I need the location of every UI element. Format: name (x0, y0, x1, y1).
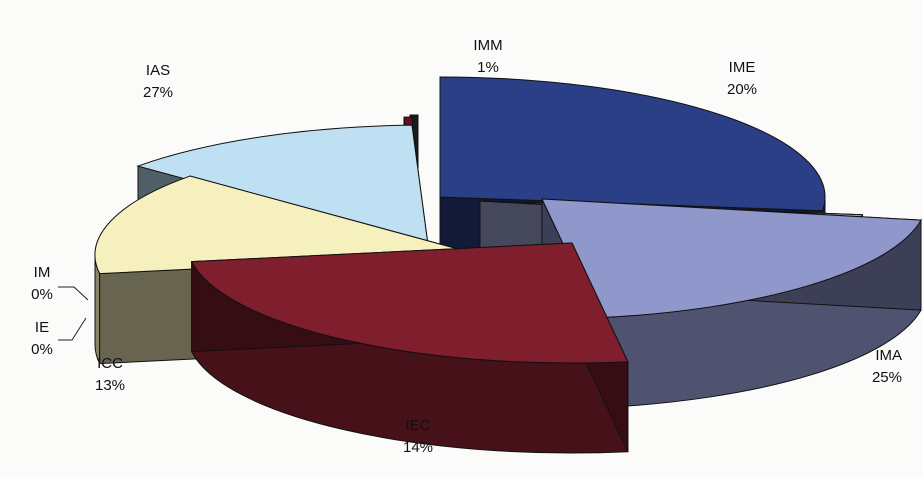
slice-label-ias: IAS (146, 62, 170, 79)
slice-label-icc: ICC (97, 355, 123, 372)
slice-label-imm: IMM (473, 37, 502, 54)
slice-label-iec: IEC (405, 417, 430, 434)
slice-pct-ias: 27% (143, 84, 173, 101)
slice-label-ime: IME (729, 59, 756, 76)
slice-pct-ie: 0% (31, 341, 53, 358)
slice-label-im: IM (34, 264, 51, 281)
leader-line-im (58, 286, 89, 301)
slice-label-ima: IMA (875, 347, 902, 364)
slice-pct-iec: 14% (403, 439, 433, 456)
pie-slice-ime (541, 198, 922, 409)
slice-pct-imm: 1% (477, 59, 499, 76)
slice-pct-ime: 20% (727, 81, 757, 98)
slice-label-ie: IE (35, 319, 49, 336)
slice-pct-ima: 25% (872, 369, 902, 386)
slice-pct-icc: 13% (95, 377, 125, 394)
pie-slice-ima (190, 242, 629, 454)
leader-line-ie (58, 317, 87, 341)
slice-pct-im: 0% (31, 286, 53, 303)
